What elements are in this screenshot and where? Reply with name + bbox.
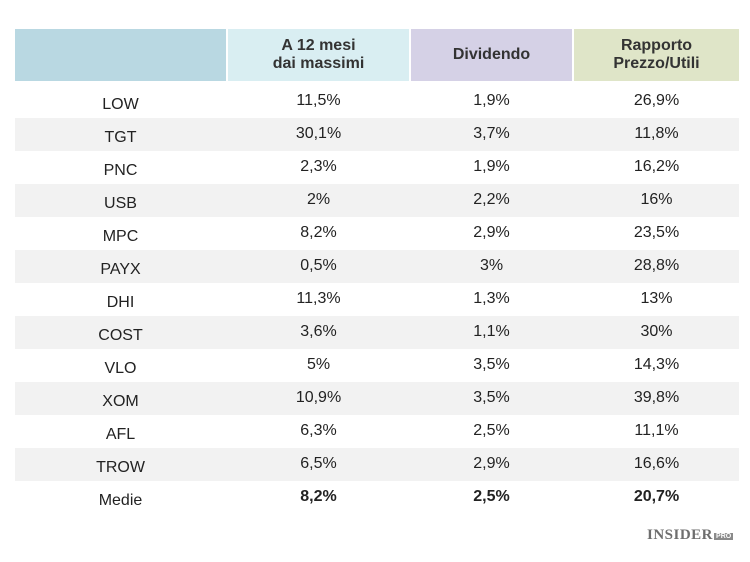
dividend-cell: 2,9% [473,454,510,472]
from-high-cell: 3,6% [300,322,337,340]
pe-cell: 11,1% [634,421,679,439]
table-header: A 12 mesi dai massimi Dividendo Rapporto P… [15,29,739,81]
from-high-cell: 11,5% [296,91,341,109]
logo-pro-badge: PRO [714,533,734,540]
dividend-cell: 3,5% [473,388,510,406]
dividend-cell: 2,5% [473,487,510,505]
table-row: TROW 6,5% 2,9% 16,6% [15,448,739,481]
pe-cell: 23,5% [633,223,680,241]
from-high-cell: 8,2% [300,223,337,241]
ticker-cell: TGT [104,128,137,146]
table-row: PAYX 0,5% 3% 28,8% [15,250,739,283]
pe-cell: 16% [640,190,673,208]
dividend-cell: 1,9% [473,157,510,175]
table-row: VLO 5% 3,5% 14,3% [15,349,739,382]
dividend-cell: 2,9% [473,223,510,241]
dividend-cell: 3% [479,256,504,274]
from-high-cell: 0,5% [300,256,337,274]
dividend-cell: 2,5% [473,421,510,439]
pe-cell: 16,2% [633,157,680,175]
stock-table: A 12 mesi dai massimi Dividendo Rapporto P… [15,29,739,514]
from-high-cell: 2,3% [300,157,337,175]
averages-row: Medie 8,2% 2,5% 20,7% [15,481,739,514]
ticker-cell: USB [104,194,137,212]
table-row: LOW 11,5% 1,9% 26,9% [15,85,739,118]
ticker-cell: MPC [102,227,139,245]
ticker-cell: XOM [102,392,139,410]
table-row: AFL 6,3% 2,5% 11,1% [15,415,739,448]
ticker-cell: PNC [103,161,138,179]
from-high-cell: 2% [306,190,331,208]
pe-cell: 28,8% [633,256,680,274]
header-dividend: Dividendo [411,29,572,81]
pe-cell: 16,6% [633,454,680,472]
logo-main-text: INSIDER [647,527,714,543]
table-row: MPC 8,2% 2,9% 23,5% [15,217,739,250]
from-high-cell: 5% [306,355,331,373]
insider-pro-logo: INSIDER PRO [647,527,734,544]
ticker-cell: TROW [96,458,145,476]
ticker-cell: Medie [98,491,143,509]
dividend-cell: 3,5% [473,355,510,373]
header-pe-ratio: Rapporto Prezzo/Utili [574,29,739,81]
pe-cell: 14,3% [633,355,680,373]
table-row: TGT 30,1% 3,7% 11,8% [15,118,739,151]
ticker-cell: VLO [104,359,137,377]
ticker-cell: AFL [105,425,136,443]
from-high-cell: 6,5% [300,454,337,472]
pe-cell: 13% [640,289,673,307]
pe-cell: 11,8% [634,124,679,142]
pe-cell: 39,8% [633,388,680,406]
table-body: LOW 11,5% 1,9% 26,9% TGT 30,1% 3,7% 11,8% PNC 2,3… [15,85,739,514]
table-row: COST 3,6% 1,1% 30% [15,316,739,349]
dividend-cell: 2,2% [473,190,510,208]
ticker-cell: DHI [106,293,135,311]
pe-cell: 26,9% [633,91,680,109]
table-row: PNC 2,3% 1,9% 16,2% [15,151,739,184]
table-row: XOM 10,9% 3,5% 39,8% [15,382,739,415]
dividend-cell: 1,3% [473,289,510,307]
header-empty [15,29,226,81]
ticker-cell: PAYX [100,260,141,278]
from-high-cell: 8,2% [300,487,337,505]
pe-cell: 20,7% [633,487,680,505]
dividend-cell: 1,9% [473,91,510,109]
ticker-cell: COST [98,326,143,344]
header-from-high: A 12 mesi dai massimi [228,29,409,81]
from-high-cell: 11,3% [296,289,341,307]
table-row: USB 2% 2,2% 16% [15,184,739,217]
table-row: DHI 11,3% 1,3% 13% [15,283,739,316]
from-high-cell: 6,3% [300,421,337,439]
from-high-cell: 30,1% [295,124,342,142]
dividend-cell: 3,7% [473,124,510,142]
dividend-cell: 1,1% [473,322,510,340]
pe-cell: 30% [640,322,673,340]
from-high-cell: 10,9% [295,388,342,406]
ticker-cell: LOW [102,95,139,113]
